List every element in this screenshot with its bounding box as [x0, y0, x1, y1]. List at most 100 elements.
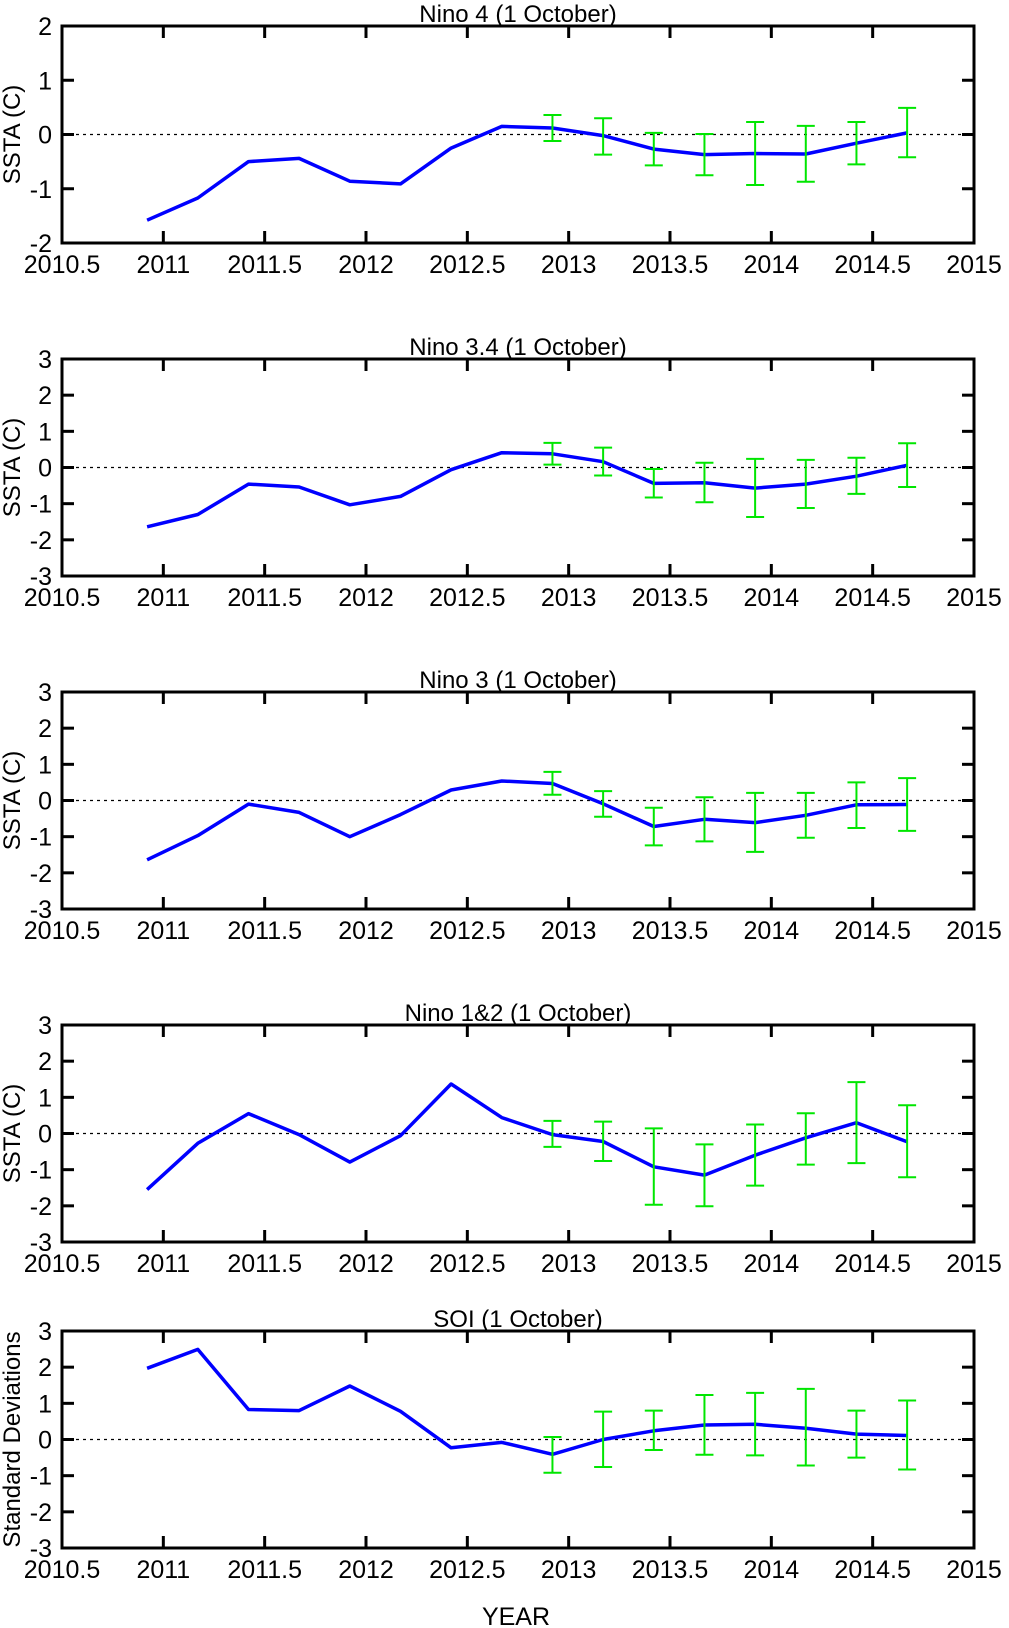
error-bar [847, 456, 866, 495]
error-bar [746, 457, 765, 519]
error-bar [695, 461, 714, 504]
plot-frame [60, 1329, 976, 1550]
x-tick-label: 2013 [541, 251, 597, 279]
x-tick-label: 2014.5 [834, 1250, 910, 1278]
y-tick-label: -3 [30, 563, 52, 591]
x-tick-label: 2015 [946, 251, 1002, 279]
x-tick-label: 2015 [946, 1250, 1002, 1278]
x-tick-label: 2011.5 [227, 1556, 302, 1584]
y-tick-label: 1 [38, 1390, 52, 1418]
error-bar [594, 1410, 613, 1468]
plot-frame [60, 357, 976, 578]
y-tick-label: 3 [38, 679, 52, 707]
y-tick-label: -1 [30, 1463, 52, 1491]
x-tick-label: 2012 [338, 1556, 394, 1584]
error-bar [644, 467, 663, 499]
y-tick-label: 1 [38, 751, 52, 779]
chart-panel-3: 2010.5 2011 2011.5 2012 2012.5 2013 2013.5 2014… [0, 667, 1002, 945]
error-bar [898, 106, 917, 159]
x-tick-label: 2013 [541, 1250, 597, 1278]
y-tick-label: 2 [38, 1048, 52, 1076]
error-bar [594, 446, 613, 477]
x-tick-label: 2015 [946, 917, 1002, 945]
x-tick-label: 2015 [946, 1556, 1002, 1584]
x-tick-label: 2014.5 [834, 251, 910, 279]
y-tick-label: -2 [30, 1193, 52, 1221]
error-bar [644, 806, 663, 847]
y-tick-label: 3 [38, 1012, 52, 1040]
chart-panel-2: 2010.5 2011 2011.5 2012 2012.5 2013 2013.5 2014… [0, 334, 1002, 612]
chart-title: Nino 3.4 (1 October) [409, 334, 626, 361]
error-bar [898, 1104, 917, 1179]
x-tick-label: 2012.5 [429, 1250, 505, 1278]
x-tick-label: 2013.5 [632, 1556, 708, 1584]
y-axis-label: SSTA (C) [0, 751, 26, 851]
x-tick-label: 2014.5 [834, 917, 910, 945]
error-bar [644, 131, 663, 167]
y-tick-label: 0 [38, 788, 52, 816]
y-tick-label: -1 [30, 824, 52, 852]
error-bar [796, 1112, 815, 1166]
x-tick-label: 2012.5 [429, 917, 505, 945]
x-tick-label: 2012 [338, 584, 394, 612]
x-tick-label: 2013.5 [632, 251, 708, 279]
x-tick-label: 2012 [338, 1250, 394, 1278]
error-bar [898, 442, 917, 489]
error-bar [847, 1081, 866, 1165]
error-bar [594, 1120, 613, 1162]
y-tick-label: -3 [30, 1535, 52, 1563]
x-tick-label: 2013.5 [632, 917, 708, 945]
x-tick-label: 2011 [136, 917, 190, 945]
y-axis-label: SSTA (C) [0, 418, 26, 518]
y-tick-label: -2 [30, 1499, 52, 1527]
error-bar [898, 777, 917, 832]
chart-title: Nino 1&2 (1 October) [405, 1000, 632, 1027]
y-axis-label: SSTA (C) [0, 1084, 26, 1184]
error-bar [746, 121, 765, 186]
y-tick-label: -1 [30, 176, 52, 204]
y-tick-label: -2 [30, 230, 52, 258]
series-line [146, 450, 908, 529]
x-tick-label: 2010.5 [24, 917, 100, 945]
x-tick-label: 2010.5 [24, 1556, 100, 1584]
error-bar [695, 796, 714, 843]
x-tick-label: 2013 [541, 917, 597, 945]
error-bar [695, 1143, 714, 1208]
x-tick-label: 2014 [744, 251, 800, 279]
x-tick-label: 2014.5 [834, 1556, 910, 1584]
x-tick-label: 2013.5 [632, 1250, 708, 1278]
x-tick-label: 2011 [136, 584, 190, 612]
y-tick-label: 1 [38, 67, 52, 95]
x-tick-label: 2014 [744, 1556, 800, 1584]
error-bar [543, 1435, 562, 1474]
x-tick-label: 2014 [744, 1250, 800, 1278]
x-tick-label: 2010.5 [24, 584, 100, 612]
x-tick-label: 2014 [744, 584, 800, 612]
error-bar [695, 1394, 714, 1456]
y-tick-label: -1 [30, 1157, 52, 1185]
x-tick-label: 2012.5 [429, 1556, 505, 1584]
x-tick-label: 2012.5 [429, 251, 505, 279]
error-bar [746, 1123, 765, 1187]
error-bar [543, 441, 562, 466]
x-tick-label: 2013.5 [632, 584, 708, 612]
y-tick-label: 2 [38, 382, 52, 410]
y-tick-label: 1 [38, 418, 52, 446]
series-line [146, 779, 908, 862]
error-bar [543, 1119, 562, 1148]
x-tick-label: 2012 [338, 251, 394, 279]
error-bar [644, 1127, 663, 1206]
x-tick-label: 2010.5 [24, 251, 100, 279]
error-bar [644, 1409, 663, 1451]
chart-panel-5: 2010.5 2011 2011.5 2012 2012.5 2013 2013.5 2014… [0, 1306, 1002, 1584]
y-tick-label: -3 [30, 1229, 52, 1257]
y-tick-label: 3 [38, 346, 52, 374]
error-bar [746, 1391, 765, 1457]
x-tick-label: 2014.5 [834, 584, 910, 612]
y-tick-label: 0 [38, 122, 52, 150]
x-tick-label: 2011.5 [227, 251, 302, 279]
y-tick-label: -2 [30, 527, 52, 555]
chart-panel-4: 2010.5 2011 2011.5 2012 2012.5 2013 2013.5 2014… [0, 1000, 1002, 1278]
plot-frame [60, 690, 976, 911]
